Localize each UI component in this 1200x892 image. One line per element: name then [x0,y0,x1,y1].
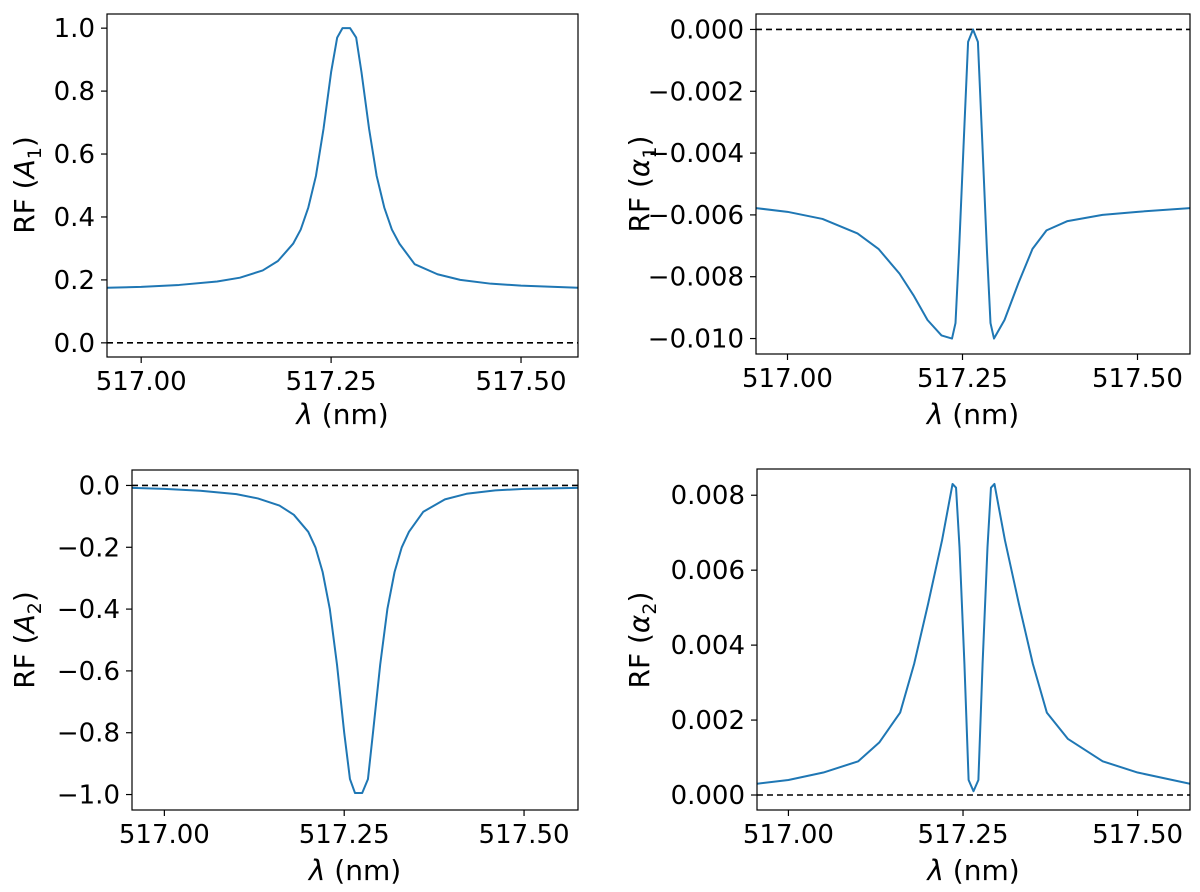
y-tick-label: 0.000 [671,781,745,811]
plot-frame [755,13,1191,355]
chart-panel-4: 517.00 517.25 517.50 0.000 0.002 0.004 0.006 0.… [623,468,1191,887]
chart-panel-2: 517.00 517.25 517.50 0.000 −0.002 −0.004 −0.00… [623,13,1191,431]
y-tick-label: 1.0 [54,14,95,44]
y-tick-label: 0.006 [671,556,745,586]
x-tick-label: 517.00 [119,820,210,850]
series-line [132,486,578,794]
y-axis-label: RF (A1) [8,136,46,234]
y-tick-label: −0.2 [57,533,120,563]
y-tick-label: 0.0 [79,471,120,501]
y-tick-label: 0.8 [54,77,95,107]
y-tick-label: −0.004 [648,139,744,169]
x-tick-label: 517.00 [96,367,187,397]
chart-panel-3: 517.00 517.25 517.50 0.0 −0.2 −0.4 −0.6 −0.8 −1.… [8,469,579,887]
y-tick-label: 0.4 [54,203,95,233]
x-tick-label: 517.50 [479,820,570,850]
series-line [756,28,1190,340]
x-tick-label: 517.50 [476,367,567,397]
x-tick-label: 517.50 [1092,364,1183,394]
x-axis-label: λ (nm) [294,398,388,431]
plot-frame [106,13,579,358]
y-tick-label: −0.8 [57,719,120,749]
y-tick-label: 0.000 [670,15,744,45]
x-tick-label: 517.25 [299,820,390,850]
x-tick-label: 517.00 [743,820,834,850]
y-tick-label: 0.004 [671,631,745,661]
y-tick-label: −0.010 [648,325,744,355]
y-tick-label: 0.6 [54,140,95,170]
y-tick-label: −1.0 [57,781,120,811]
y-axis-label: RF (A2) [8,591,46,689]
plot-frame [131,469,579,811]
y-axis-label: RF (α1) [623,136,661,233]
series-line [107,27,578,289]
y-tick-label: −0.4 [57,595,120,625]
y-tick-label: 0.002 [671,706,745,736]
y-axis-label: RF (α2) [623,592,661,689]
y-tick-label: −0.6 [57,657,120,687]
y-tick-label: 0.0 [54,329,95,359]
x-axis-label: λ (nm) [307,854,401,887]
series-line [757,482,1190,793]
x-tick-label: 517.50 [1092,820,1183,850]
x-tick-label: 517.00 [742,364,833,394]
y-tick-label: −0.006 [648,201,744,231]
y-tick-label: −0.002 [648,77,744,107]
chart-panel-1: 517.00 517.25 517.50 0.0 0.2 0.4 0.6 0.8 1.0 λ (n… [8,13,579,431]
x-axis-label: λ (nm) [925,398,1019,431]
y-tick-label: 0.008 [671,481,745,511]
x-axis-label: λ (nm) [925,854,1019,887]
y-tick-label: 0.2 [54,266,95,296]
plot-frame [756,468,1191,811]
x-tick-label: 517.25 [918,820,1009,850]
x-tick-label: 517.25 [917,364,1008,394]
y-tick-label: −0.008 [648,263,744,293]
x-tick-label: 517.25 [286,367,377,397]
